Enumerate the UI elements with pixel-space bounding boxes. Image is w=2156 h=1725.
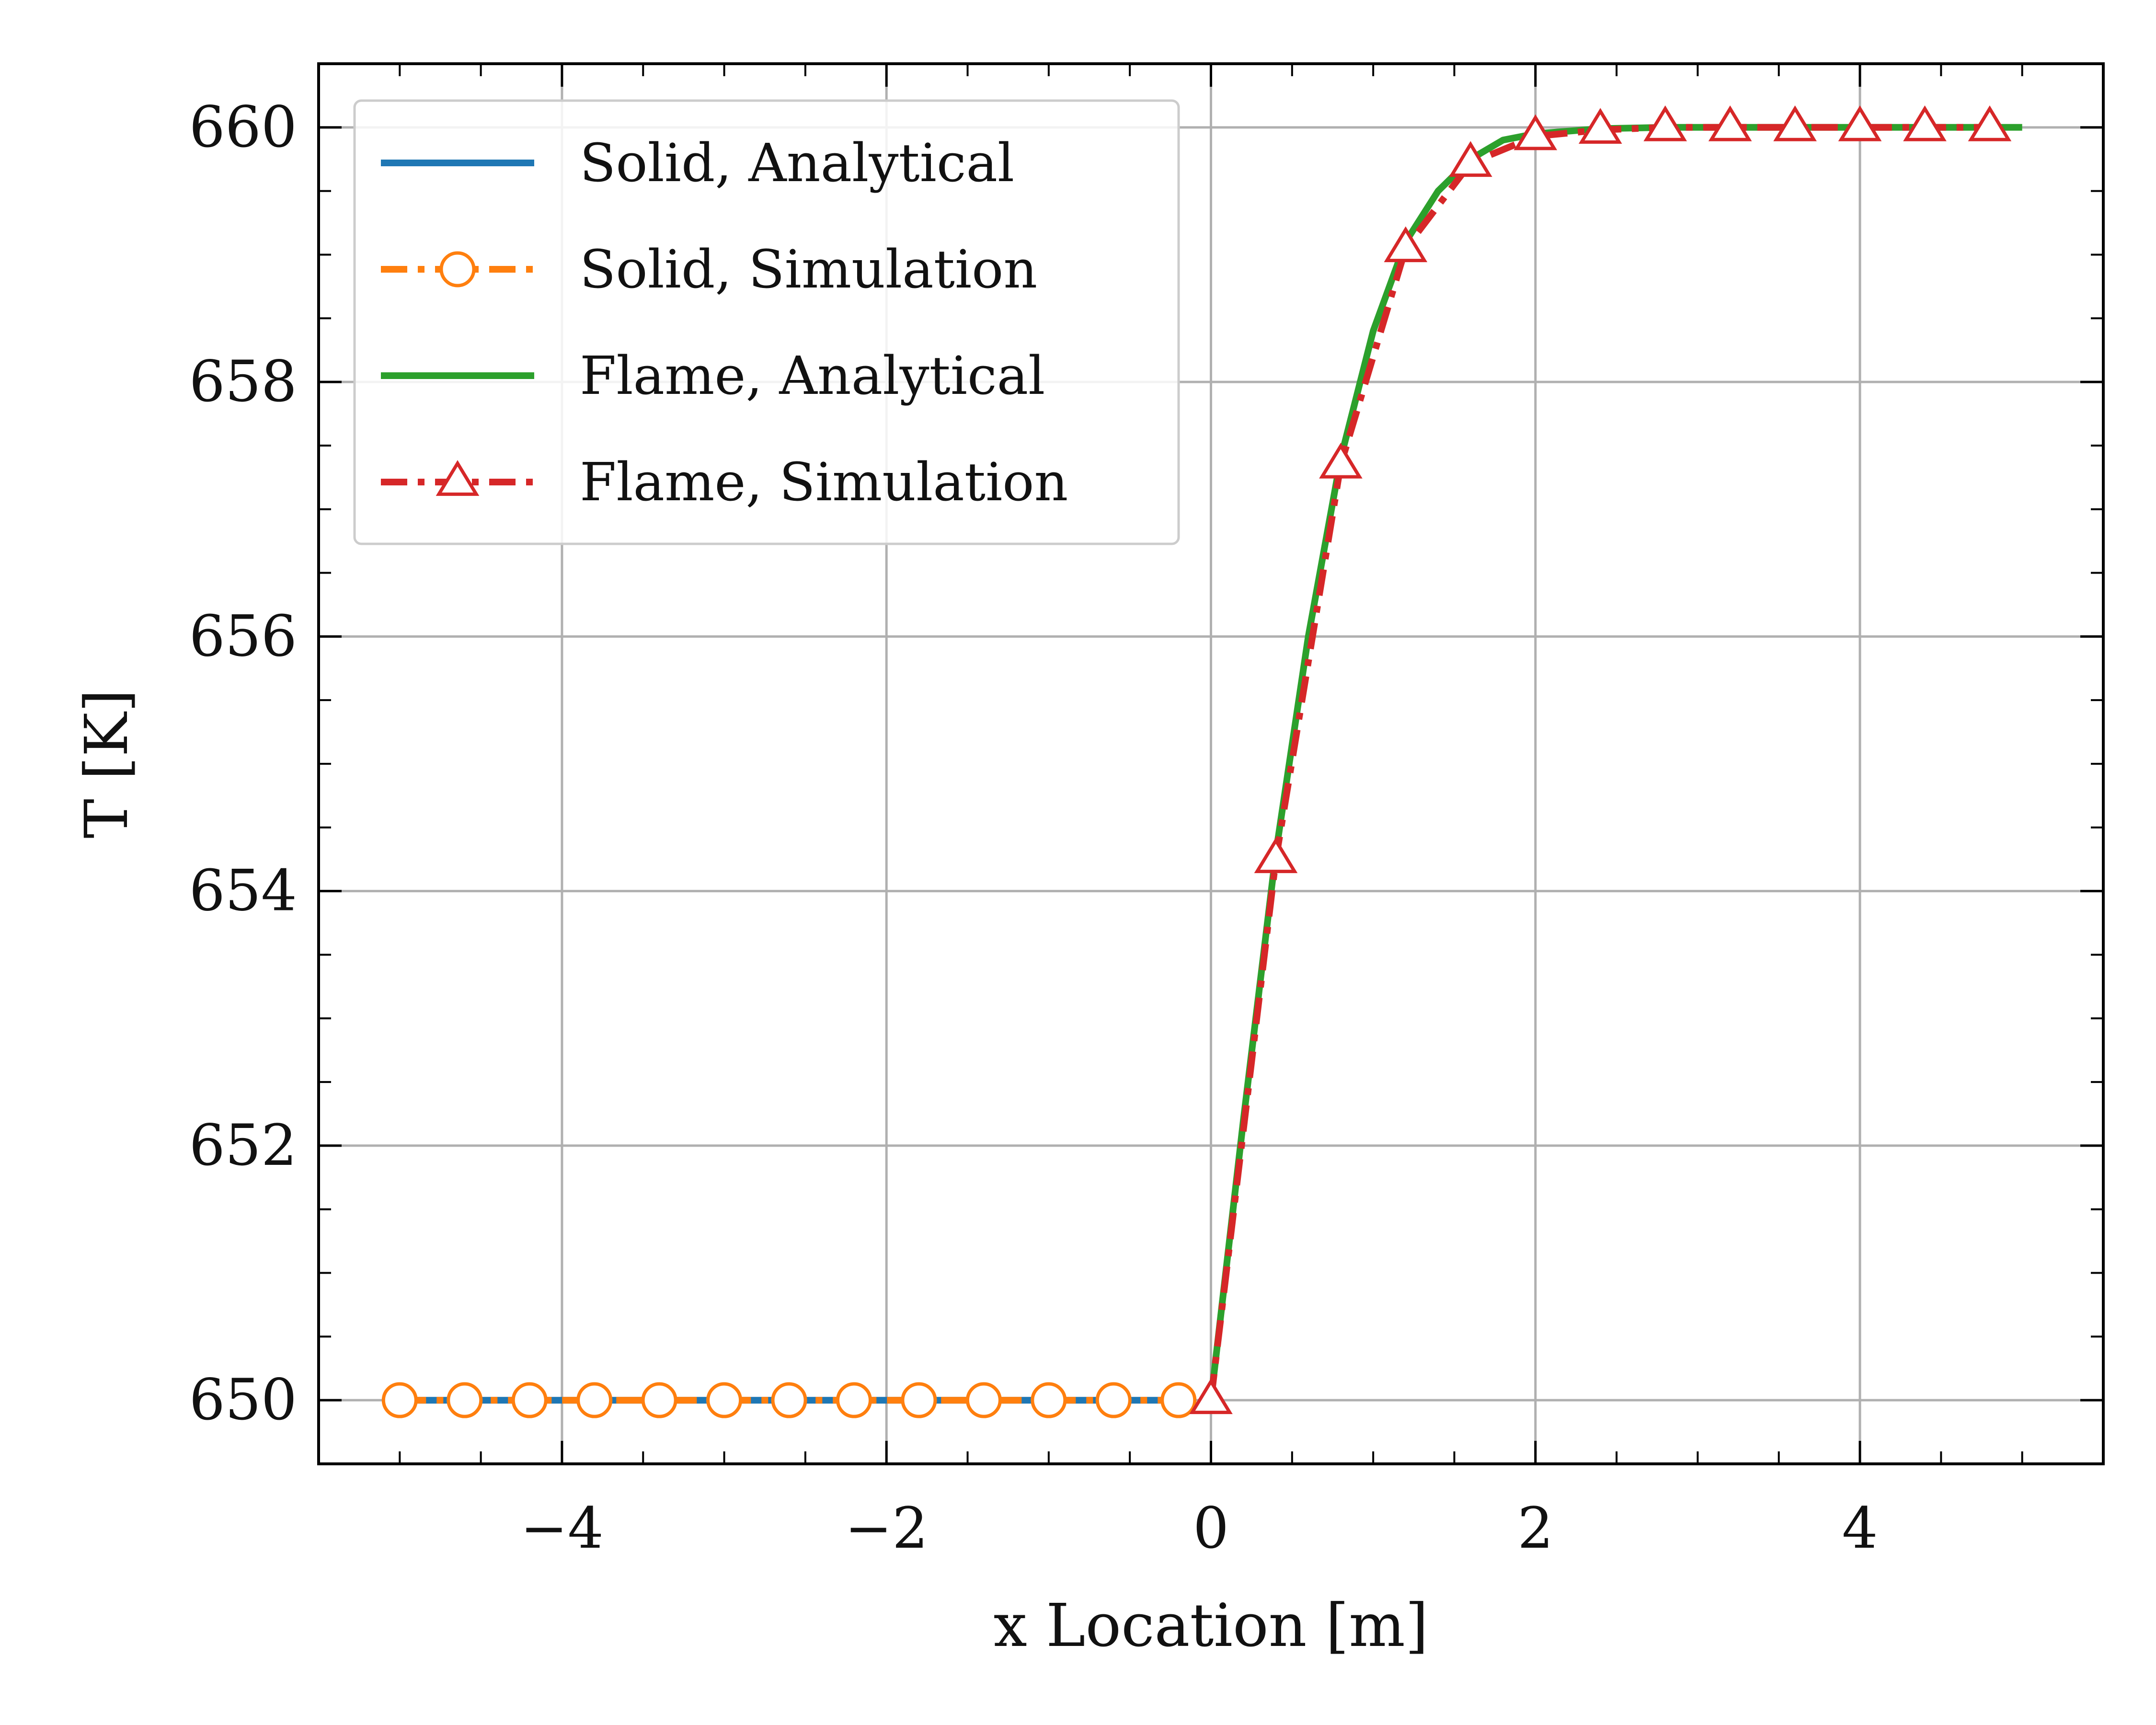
x-tick-label: −4: [520, 1495, 604, 1561]
data-point-circle: [576, 1382, 613, 1418]
legend-entry: Flame, Simulation: [381, 451, 1068, 513]
legend-box: [353, 99, 1180, 545]
x-tick-label: 2: [1517, 1495, 1553, 1561]
data-point-circle: [836, 1382, 872, 1418]
x-axis-label: x Location [m]: [994, 1591, 1428, 1660]
legend-label: Flame, Analytical: [580, 345, 1045, 406]
plot-series: [381, 105, 2022, 1418]
data-point-circle: [447, 1382, 483, 1418]
data-point-triangle: [1968, 105, 2012, 141]
x-tick-label: −2: [845, 1495, 928, 1561]
data-point-triangle: [1708, 105, 1752, 141]
y-tick-label: 652: [189, 1112, 297, 1178]
data-point-circle: [1160, 1382, 1197, 1418]
data-point-circle: [1031, 1382, 1067, 1418]
data-point-circle: [965, 1382, 1002, 1418]
data-point-triangle: [1319, 442, 1363, 479]
y-axis-label: T [K]: [72, 689, 141, 839]
data-point-triangle: [1514, 114, 1558, 150]
data-point-circle: [439, 251, 476, 288]
data-point-triangle: [1643, 105, 1687, 141]
legend-entry: Flame, Analytical: [381, 345, 1045, 406]
legend-entry: Solid, Simulation: [381, 239, 1037, 300]
data-point-triangle: [1189, 1378, 1233, 1414]
data-point-triangle: [1903, 105, 1947, 141]
legend-entry: Solid, Analytical: [381, 132, 1014, 194]
series-1: [381, 1382, 1197, 1418]
axis-ticks: [319, 64, 2103, 1464]
legend-label: Flame, Simulation: [580, 451, 1068, 513]
series-3: [1189, 105, 2012, 1414]
data-point-circle: [771, 1382, 807, 1418]
y-tick-label: 658: [189, 348, 297, 414]
y-tick-label: 650: [189, 1367, 297, 1433]
tick-labels: −4 −2 0 2 4 650 652 654 656 658 660: [189, 94, 1878, 1561]
data-point-circle: [511, 1382, 548, 1418]
data-point-triangle: [436, 460, 480, 496]
data-point-triangle: [1254, 837, 1298, 874]
data-point-circle: [901, 1382, 937, 1418]
data-point-circle: [1095, 1382, 1132, 1418]
legend-label: Solid, Analytical: [580, 132, 1014, 194]
data-point-triangle: [1838, 105, 1882, 141]
data-point-circle: [641, 1382, 677, 1418]
x-tick-label: 0: [1193, 1495, 1229, 1561]
legend: Solid, Analytical Solid, Simulation Flame,…: [353, 99, 1180, 545]
y-tick-label: 656: [189, 603, 297, 669]
data-point-circle: [381, 1382, 418, 1418]
data-point-triangle: [1773, 105, 1817, 141]
data-point-triangle: [1578, 108, 1622, 144]
data-point-circle: [706, 1382, 743, 1418]
legend-label: Solid, Simulation: [580, 239, 1037, 300]
legend-entries: Solid, Analytical Solid, Simulation Flame,…: [381, 132, 1068, 513]
data-point-triangle: [1384, 226, 1428, 263]
x-tick-label: 4: [1842, 1495, 1878, 1561]
y-tick-label: 660: [189, 94, 297, 160]
data-point-triangle: [1449, 141, 1492, 177]
y-tick-label: 654: [189, 858, 297, 924]
